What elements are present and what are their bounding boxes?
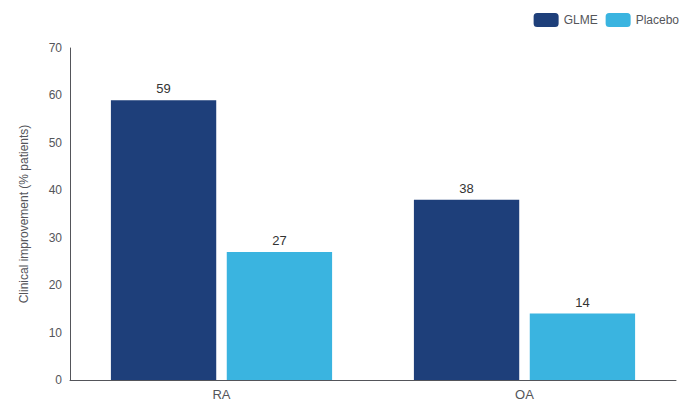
svg-text:OA: OA (515, 387, 534, 402)
svg-text:14: 14 (575, 295, 589, 310)
svg-text:RA: RA (212, 387, 230, 402)
svg-text:27: 27 (272, 233, 286, 248)
svg-text:30: 30 (49, 231, 63, 245)
svg-text:10: 10 (49, 326, 63, 340)
svg-text:38: 38 (459, 181, 473, 196)
svg-text:60: 60 (49, 88, 63, 102)
svg-text:GLME: GLME (564, 13, 598, 27)
svg-text:50: 50 (49, 136, 63, 150)
svg-text:0: 0 (55, 373, 62, 387)
svg-text:Placebo: Placebo (636, 13, 680, 27)
svg-text:40: 40 (49, 183, 63, 197)
svg-text:59: 59 (156, 81, 170, 96)
svg-text:70: 70 (49, 41, 63, 55)
svg-text:Clinical improvement (% patien: Clinical improvement (% patients) (17, 125, 31, 304)
svg-text:20: 20 (49, 278, 63, 292)
